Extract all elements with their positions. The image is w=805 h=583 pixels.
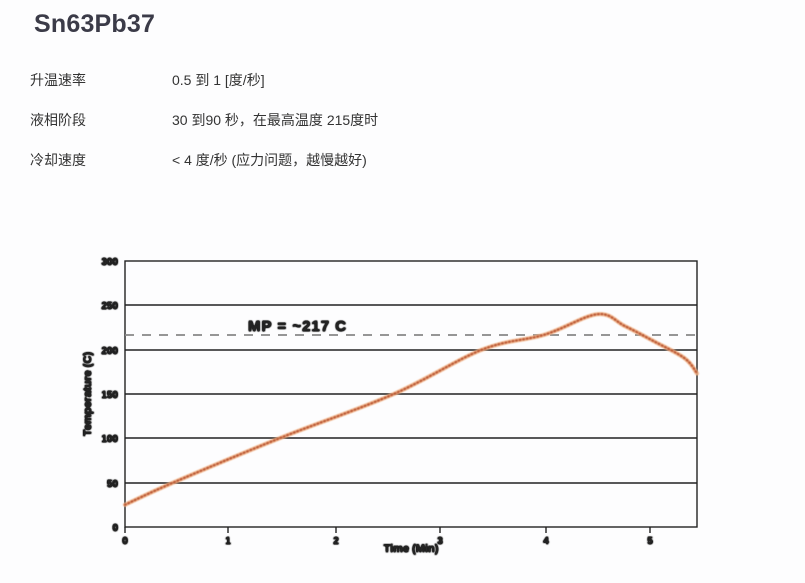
svg-text:4: 4 — [543, 536, 549, 547]
svg-text:100: 100 — [101, 434, 118, 445]
svg-text:300: 300 — [101, 257, 118, 268]
svg-text:150: 150 — [101, 390, 118, 401]
svg-text:0: 0 — [122, 536, 128, 547]
svg-text:50: 50 — [107, 479, 119, 490]
svg-text:Time (Min): Time (Min) — [384, 543, 439, 555]
svg-text:MP = ~217 C: MP = ~217 C — [248, 318, 347, 335]
svg-text:3: 3 — [437, 536, 443, 547]
svg-text:5: 5 — [647, 536, 653, 547]
svg-text:1: 1 — [225, 536, 231, 547]
svg-text:250: 250 — [101, 301, 118, 312]
svg-text:200: 200 — [101, 346, 118, 357]
svg-text:Temperature (C): Temperature (C) — [82, 352, 94, 436]
svg-text:2: 2 — [333, 536, 339, 547]
svg-text:0: 0 — [112, 523, 118, 534]
